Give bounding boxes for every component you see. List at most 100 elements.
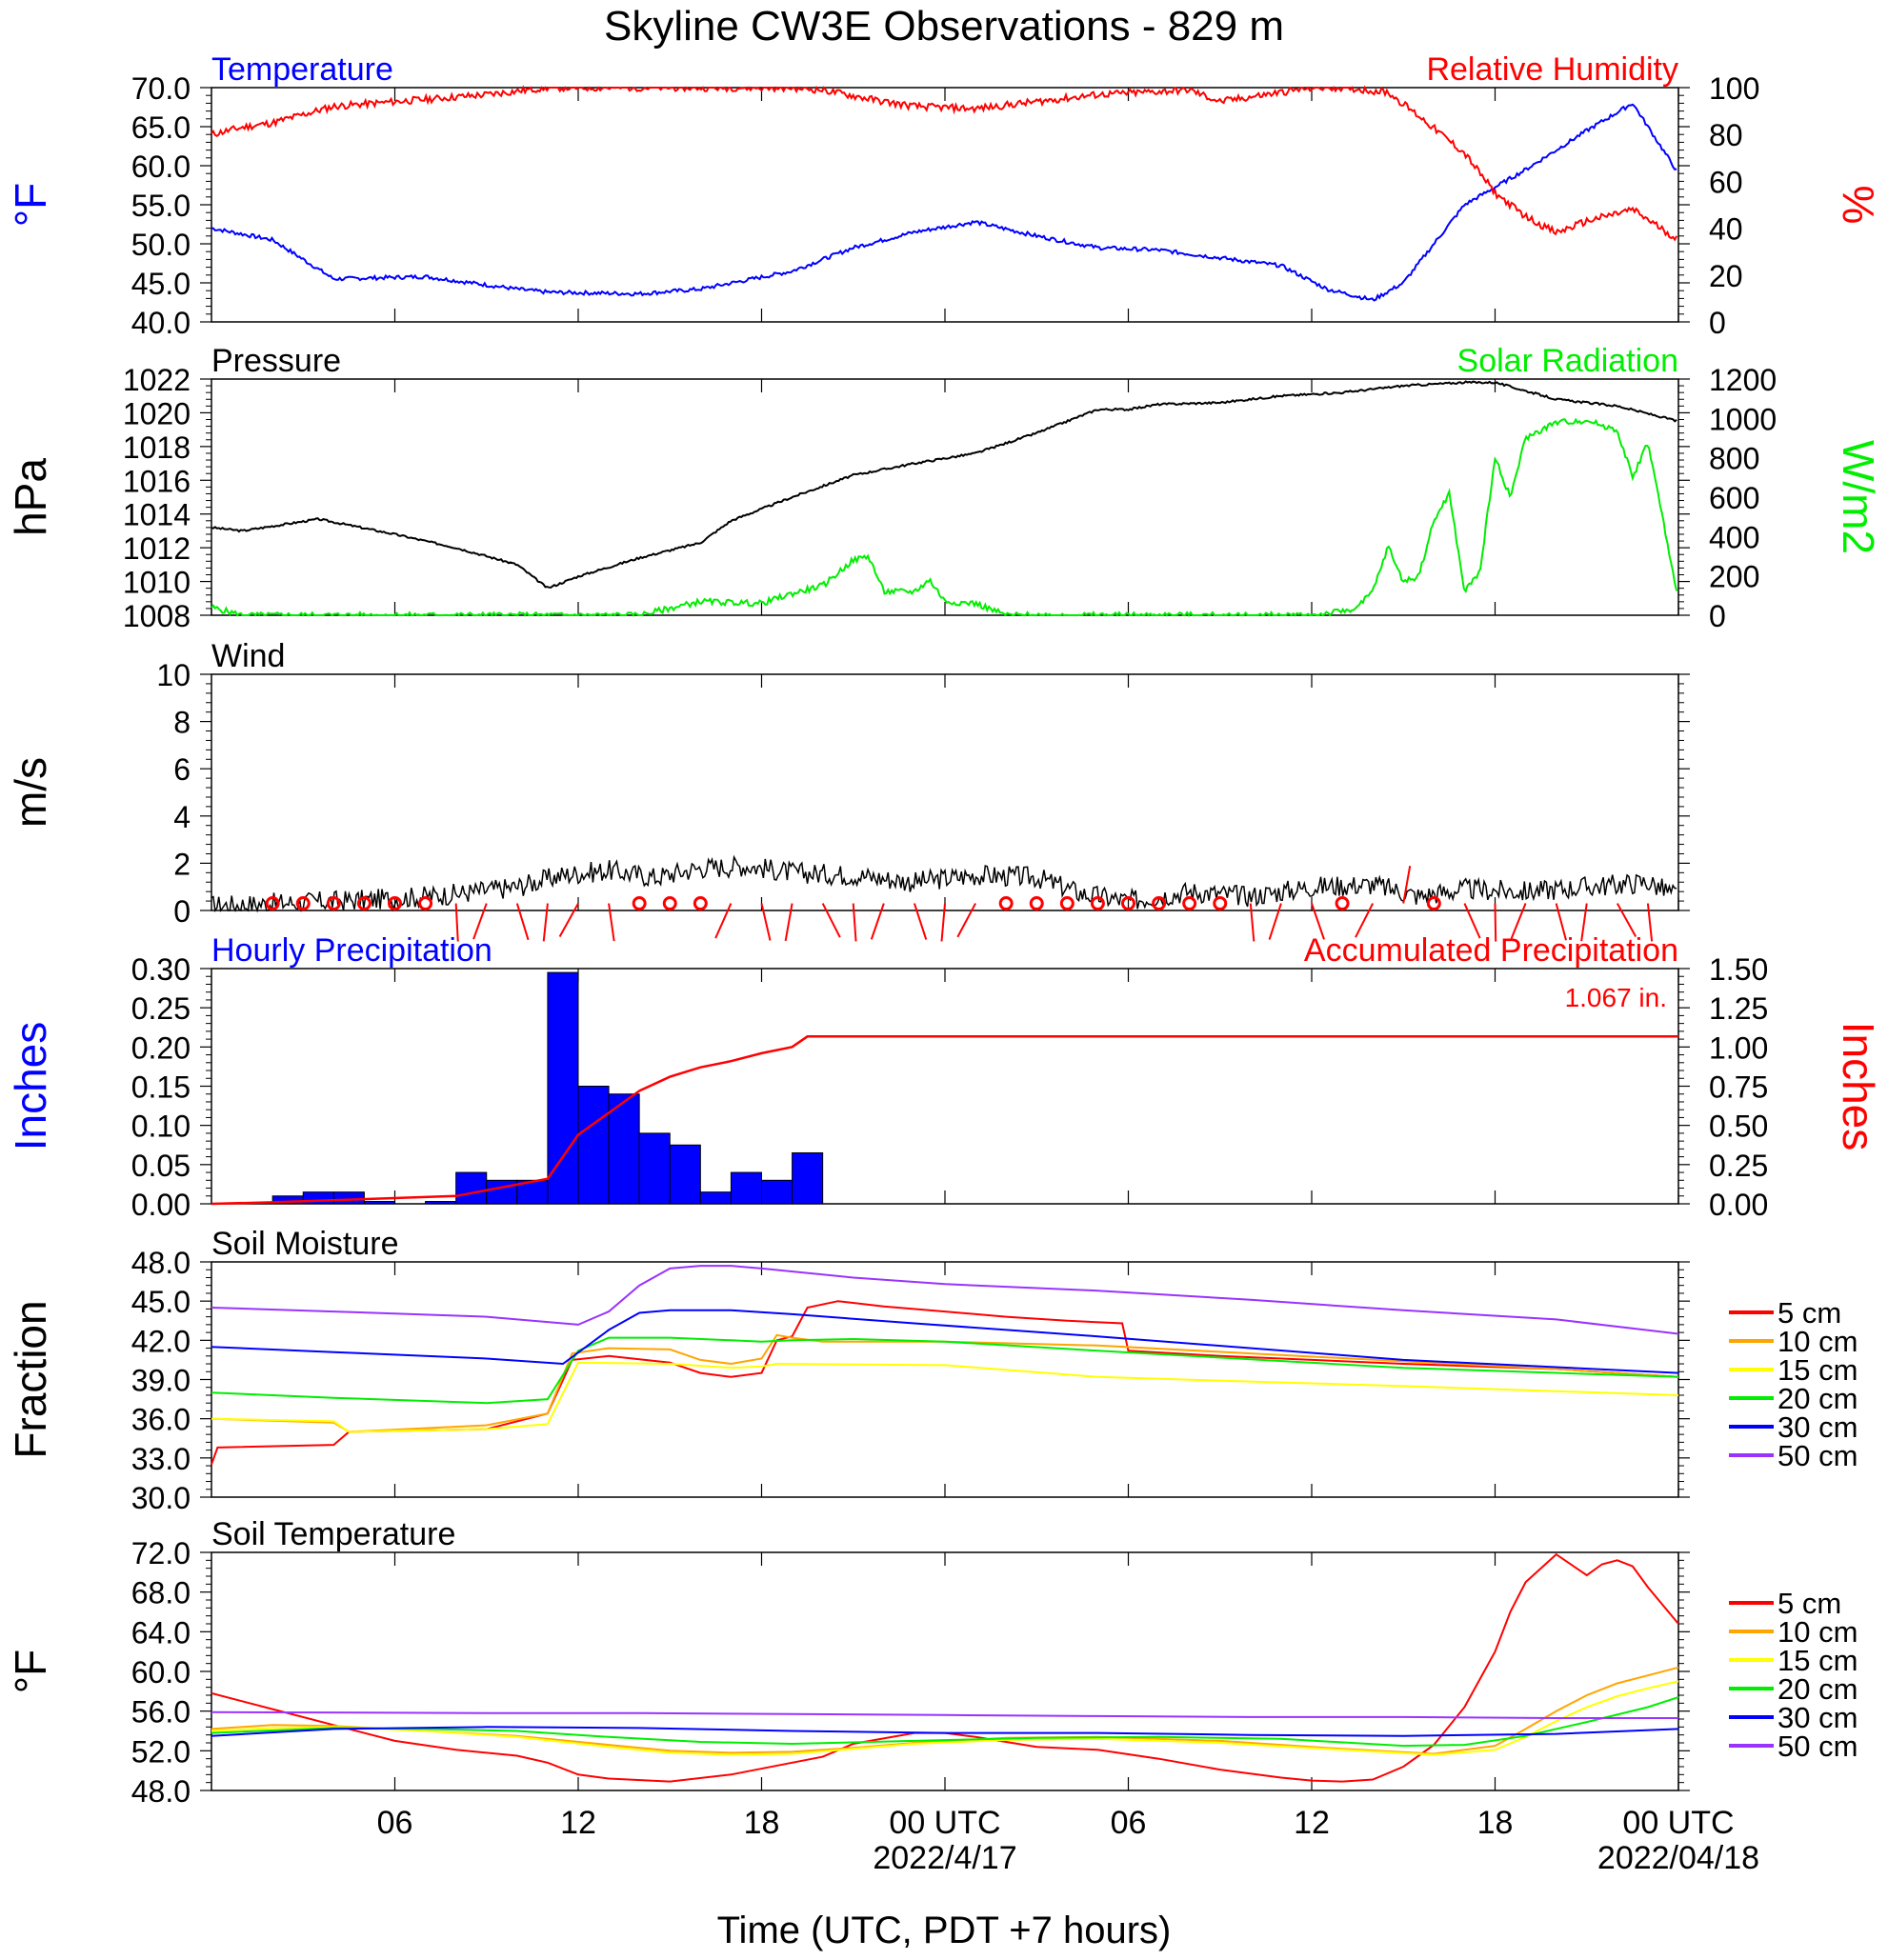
panel-title-left: Soil Temperature (211, 1516, 455, 1552)
wind-direction-barb (760, 903, 772, 941)
plot-frame (211, 1261, 1679, 1498)
wind-calm-marker (1090, 896, 1105, 911)
legend-label: 5 cm (1778, 1296, 1841, 1330)
hourly-precip-bar (792, 1151, 824, 1205)
y-tick-label-right: 1000 (1709, 402, 1777, 436)
legend-label: 15 cm (1778, 1644, 1858, 1677)
hourly-precip-bar (332, 1191, 365, 1205)
y-tick-label-left: 1022 (123, 363, 191, 397)
wind-direction-barb (852, 903, 857, 942)
y-tick-label-left: 50.0 (131, 228, 191, 262)
hourly-precip-bar (699, 1191, 732, 1205)
series-depth-50cm-line (211, 1710, 1678, 1719)
y-tick-label-left: 70.0 (131, 71, 191, 106)
panel-title-left: Soil Moisture (211, 1226, 399, 1262)
series-depth-20cm-line (211, 1336, 1679, 1405)
wind-calm-marker (1335, 896, 1350, 911)
series-pressure-line (211, 380, 1677, 590)
wind-direction-barb (1510, 903, 1527, 940)
y-tick-label-left: 0.10 (131, 1110, 191, 1144)
y-tick-label-left: 1012 (123, 531, 191, 566)
panel-title-right: Accumulated Precipitation (1304, 932, 1678, 969)
y-tick-label-left: 65.0 (131, 110, 191, 145)
wind-direction-barb (472, 903, 488, 940)
wind-calm-marker (1029, 896, 1044, 911)
y-tick-label-left: 0.05 (131, 1149, 191, 1183)
x-axis-label: Time (UTC, PDT +7 hours) (717, 1910, 1172, 1951)
series-depth-30cm-line (211, 1309, 1679, 1374)
panel-soil-temperature: 72.0 68.0 64.0 60.0 56.0 52.0 48.0 °F Soil Tempe… (6, 1516, 1858, 1809)
y-tick-label-left: 55.0 (131, 189, 191, 223)
y-tick-label-left: 1018 (123, 430, 191, 465)
x-tick-label: 06 (377, 1805, 413, 1841)
accumulated-total-annotation: 1.067 in. (1565, 983, 1667, 1012)
wind-direction-barb (1646, 903, 1654, 942)
y-tick-label-left: 45.0 (131, 1285, 191, 1319)
wind-direction-barb (870, 903, 885, 940)
y-tick-label-right: 100 (1709, 71, 1759, 106)
y-tick-label-left: 1008 (123, 599, 191, 633)
x-tick-label: 00 UTC (889, 1805, 1000, 1841)
panel-title-left: Pressure (211, 343, 341, 379)
hourly-precip-bar (761, 1179, 793, 1205)
wind-calm-marker (632, 896, 647, 911)
legend-label: 5 cm (1778, 1587, 1841, 1620)
y-axis-label-right: % (1834, 186, 1883, 225)
panel-precipitation: 0.30 0.25 0.20 0.15 0.10 0.05 0.00 1.50 1.25 1.00… (6, 932, 1883, 1222)
figure-title: Skyline CW3E Observations - 829 m (604, 3, 1284, 50)
wind-calm-marker (1121, 896, 1135, 911)
wind-calm-marker (418, 896, 433, 911)
y-tick-label-left: 48.0 (131, 1774, 191, 1809)
wind-direction-barb (542, 903, 549, 942)
legend-label: 15 cm (1778, 1353, 1858, 1387)
wind-direction-barb (1580, 903, 1588, 942)
legend-label: 10 cm (1778, 1615, 1858, 1649)
series-depth-5cm-line (211, 1552, 1679, 1783)
y-tick-label-left: 0.15 (131, 1070, 191, 1105)
y-axis-label-left: °F (6, 183, 55, 228)
y-tick-label-left: 8 (173, 706, 191, 740)
series-temperature-line (211, 103, 1677, 302)
plot-frame (211, 968, 1679, 1205)
y-tick-label-left: 0.25 (131, 991, 191, 1026)
series-solar-line (211, 417, 1678, 617)
series-depth-50cm-line (211, 1265, 1679, 1335)
wind-calm-marker (693, 896, 708, 911)
wind-direction-barb (913, 903, 928, 940)
x-date-label: 2022/04/18 (1597, 1840, 1759, 1876)
series-depth-15cm-line (211, 1361, 1679, 1433)
y-axis-label-right: W/m2 (1834, 440, 1883, 554)
y-tick-label-left: 30.0 (131, 1481, 191, 1515)
wind-direction-barb (1616, 903, 1637, 938)
wind-calm-marker (662, 896, 677, 911)
wind-direction-barb (454, 903, 459, 942)
wind-direction-barb (558, 903, 579, 938)
y-axis-label-left: Fraction (6, 1300, 55, 1458)
legend-label: 50 cm (1778, 1730, 1858, 1763)
hourly-precip-bar (363, 1201, 395, 1205)
y-tick-label-right: 0.00 (1709, 1188, 1768, 1222)
y-tick-label-right: 20 (1709, 259, 1743, 293)
y-tick-label-left: 4 (173, 800, 191, 834)
series-humidity-line (211, 85, 1677, 242)
wind-calm-marker (1213, 896, 1228, 911)
x-tick-label: 06 (1111, 1805, 1147, 1841)
wind-calm-marker (1182, 896, 1197, 911)
x-tick-label: 12 (560, 1805, 596, 1841)
wind-calm-marker (1152, 896, 1167, 911)
y-tick-label-left: 36.0 (131, 1403, 191, 1437)
y-tick-label-left: 0.00 (131, 1188, 191, 1222)
panel-temperature-humidity: 70.0 65.0 60.0 55.0 50.0 45.0 40.0 100 80 60 40 20 0… (6, 51, 1883, 340)
y-tick-label-right: 600 (1709, 481, 1759, 515)
wind-direction-barb (1402, 865, 1412, 904)
wind-direction-barb (1268, 903, 1282, 940)
y-tick-label-right: 0.50 (1709, 1110, 1768, 1144)
series-depth-10cm-line (211, 1333, 1679, 1433)
y-tick-label-right: 40 (1709, 212, 1743, 247)
x-tick-label: 12 (1294, 1805, 1330, 1841)
y-tick-label-right: 1200 (1709, 363, 1777, 397)
y-tick-label-right: 80 (1709, 118, 1743, 152)
hourly-precip-bar (486, 1179, 518, 1205)
hourly-precip-bar (547, 971, 579, 1205)
